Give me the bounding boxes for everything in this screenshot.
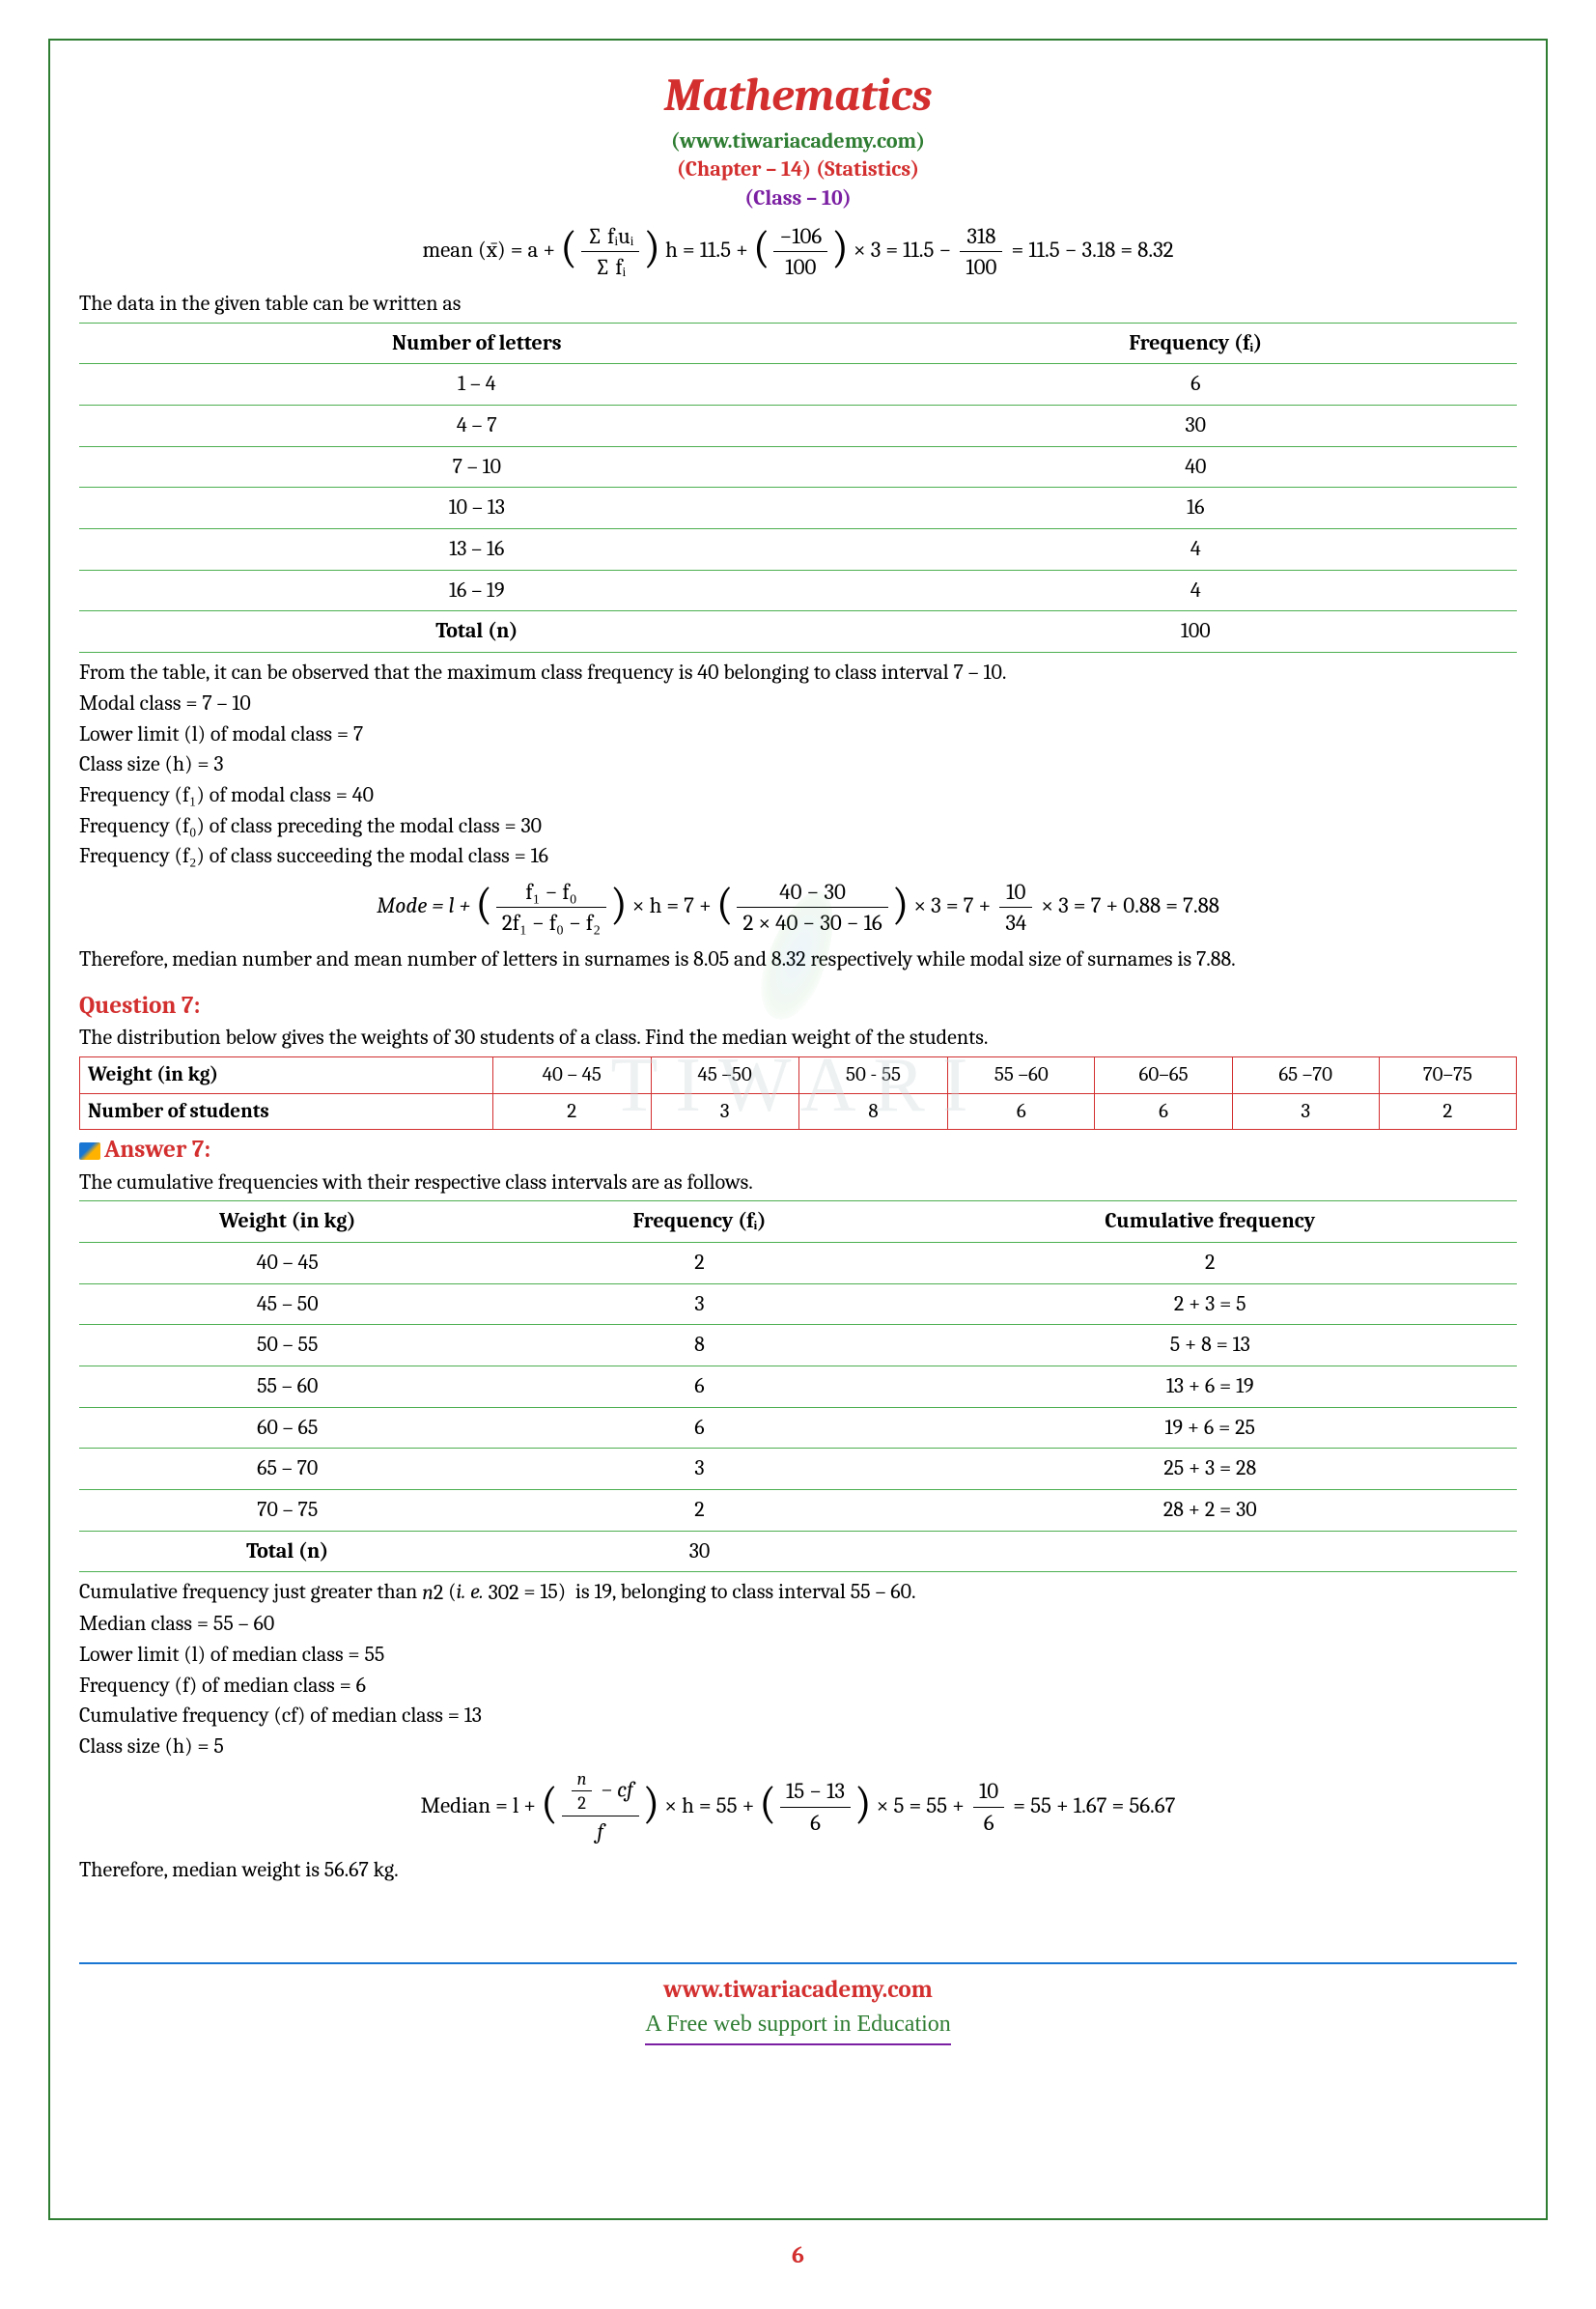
- mean-f3d: 100: [960, 252, 1002, 282]
- table-row: 16 – 194: [79, 570, 1517, 611]
- header-chapter: (Chapter – 14) (Statistics): [79, 155, 1517, 184]
- mode-tail: × 3 = 7 +: [913, 892, 991, 918]
- conclusion-1: Therefore, median number and mean number…: [79, 945, 1517, 974]
- median-formula: Median = l + ( n2 − cf f ) × h = 55 + (1…: [79, 1767, 1517, 1847]
- modal-line: Frequency (f₀) of class preceding the mo…: [79, 812, 1517, 841]
- median-f1d: f: [562, 1816, 639, 1846]
- mean-formula: mean (x̄) = a + (∑ fᵢuᵢ∑ fᵢ) h = 11.5 + …: [79, 221, 1517, 282]
- mean-end: = 11.5 − 3.18 = 8.32: [1012, 237, 1174, 263]
- table-letters: Number of lettersFrequency (fᵢ) 1 – 46 4…: [79, 323, 1517, 654]
- modal-line: Lower limit (l) of modal class = 7: [79, 720, 1517, 749]
- table-row: 7 – 1040: [79, 446, 1517, 488]
- median-mid: × h = 55 +: [664, 1791, 754, 1817]
- page-border: TIWARI Mathematics (www.tiwariacademy.co…: [48, 39, 1548, 2220]
- intro-text: The data in the given table can be writt…: [79, 290, 1517, 319]
- pencil-icon: [79, 1142, 100, 1160]
- median-f2d: 6: [780, 1808, 851, 1838]
- header-class: (Class – 10): [79, 184, 1517, 213]
- median-line: Cumulative frequency (cf) of median clas…: [79, 1702, 1517, 1731]
- q7-rh1: Number of students: [80, 1093, 493, 1129]
- mean-tail: × 3 = 11.5 −: [854, 237, 951, 263]
- median-line: Lower limit (l) of median class = 55: [79, 1641, 1517, 1670]
- mean-f1d: ∑ fᵢ: [581, 252, 640, 282]
- mode-end: × 3 = 7 + 0.88 = 7.88: [1041, 892, 1219, 918]
- header: Mathematics (www.tiwariacademy.com) (Cha…: [79, 65, 1517, 213]
- mode-formula: Mode = l + (f₁ − f₀2f₁ − f₀ − f₂) × h = …: [79, 877, 1517, 938]
- mean-lhs: mean (x̄) = a +: [422, 237, 555, 263]
- table-total: Total (n)100: [79, 611, 1517, 653]
- ie-text: i. e.: [457, 1579, 484, 1604]
- modal-line: Class size (h) = 3: [79, 750, 1517, 779]
- footer-site: www.tiwariacademy.com: [79, 1974, 1517, 2007]
- median-f3n: 10: [973, 1776, 1004, 1807]
- table-row: 45 – 5032 + 3 = 5: [79, 1283, 1517, 1325]
- q7-rh0: Weight (in kg): [80, 1057, 493, 1093]
- table-total: Total (n)30: [79, 1531, 1517, 1572]
- mean-f1n: ∑ fᵢuᵢ: [581, 221, 640, 252]
- page-title: Mathematics: [79, 65, 1517, 127]
- table-row: 60 – 65619 + 6 = 25: [79, 1407, 1517, 1449]
- mode-lhs: Mode = l +: [377, 892, 470, 918]
- mean-f2d: 100: [773, 252, 827, 282]
- table-row: 4 – 730: [79, 406, 1517, 447]
- table-row: 70 – 75228 + 2 = 30: [79, 1490, 1517, 1532]
- table-row: 50 – 5585 + 8 = 13: [79, 1325, 1517, 1366]
- median-f2n: 15 − 13: [780, 1776, 851, 1807]
- question-7-heading: Question 7:: [79, 990, 1517, 1023]
- modal-line: Frequency (f₂) of class succeeding the m…: [79, 842, 1517, 871]
- page-number: 6: [48, 2239, 1548, 2270]
- answer-7-label: Answer 7:: [104, 1136, 210, 1164]
- median-post-text: is 19, belonging to class interval 55 – …: [575, 1579, 916, 1604]
- median-f3d: 6: [973, 1808, 1004, 1838]
- mean-f2n: −106: [773, 221, 827, 252]
- table-row: 40 – 4522: [79, 1242, 1517, 1283]
- mode-mid: × h = 7 +: [632, 892, 712, 918]
- modal-line: Frequency (f₁) of modal class = 40: [79, 781, 1517, 810]
- median-tail: × 5 = 55 +: [877, 1791, 965, 1817]
- median-pre: Cumulative frequency just greater than n…: [79, 1578, 1517, 1608]
- median-line: Median class = 55 – 60: [79, 1610, 1517, 1639]
- median-line: Class size (h) = 5: [79, 1732, 1517, 1761]
- modal-line: Modal class = 7 – 10: [79, 690, 1517, 718]
- mode-f2d: 2 × 40 − 30 − 16: [737, 908, 887, 938]
- mean-mid: h = 11.5 +: [665, 237, 748, 263]
- q7-table: Weight (in kg) 40 – 4545 –5050 - 5555 –6…: [79, 1056, 1517, 1130]
- answer-7-intro: The cumulative frequencies with their re…: [79, 1169, 1517, 1197]
- t1-h1: Frequency (fᵢ): [875, 323, 1517, 364]
- table-row: 13 – 164: [79, 529, 1517, 571]
- footer: www.tiwariacademy.com A Free web support…: [79, 1962, 1517, 2045]
- table-row: 65 – 70325 + 3 = 28: [79, 1449, 1517, 1490]
- median-line: Frequency (f) of median class = 6: [79, 1672, 1517, 1701]
- modal-line: From the table, it can be observed that …: [79, 659, 1517, 688]
- median-end: = 55 + 1.67 = 56.67: [1013, 1791, 1175, 1817]
- t1-h0: Number of letters: [79, 323, 875, 364]
- mode-f1d: 2f₁ − f₀ − f₂: [496, 908, 606, 938]
- mean-f3n: 318: [960, 221, 1002, 252]
- median-pre-text: Cumulative frequency just greater than: [79, 1579, 417, 1604]
- table-row: 55 – 60613 + 6 = 19: [79, 1366, 1517, 1408]
- median-f1n: n2 − cf: [562, 1767, 639, 1817]
- median-lhs: Median = l +: [421, 1791, 536, 1817]
- mode-f2n: 40 − 30: [737, 877, 887, 908]
- header-site: (www.tiwariacademy.com): [79, 127, 1517, 156]
- conclusion-2: Therefore, median weight is 56.67 kg.: [79, 1856, 1517, 1885]
- table-row: 1 – 46: [79, 364, 1517, 406]
- a7-table: Weight (in kg)Frequency (fᵢ)Cumulative f…: [79, 1200, 1517, 1572]
- footer-tagline: A Free web support in Education: [645, 2009, 951, 2045]
- question-7-text: The distribution below gives the weights…: [79, 1024, 1517, 1053]
- mode-f1n: f₁ − f₀: [496, 877, 606, 908]
- mode-f3d: 34: [999, 908, 1032, 938]
- answer-7-heading: Answer 7:: [79, 1134, 1517, 1167]
- mode-f3n: 10: [999, 877, 1032, 908]
- table-row: 10 – 1316: [79, 488, 1517, 529]
